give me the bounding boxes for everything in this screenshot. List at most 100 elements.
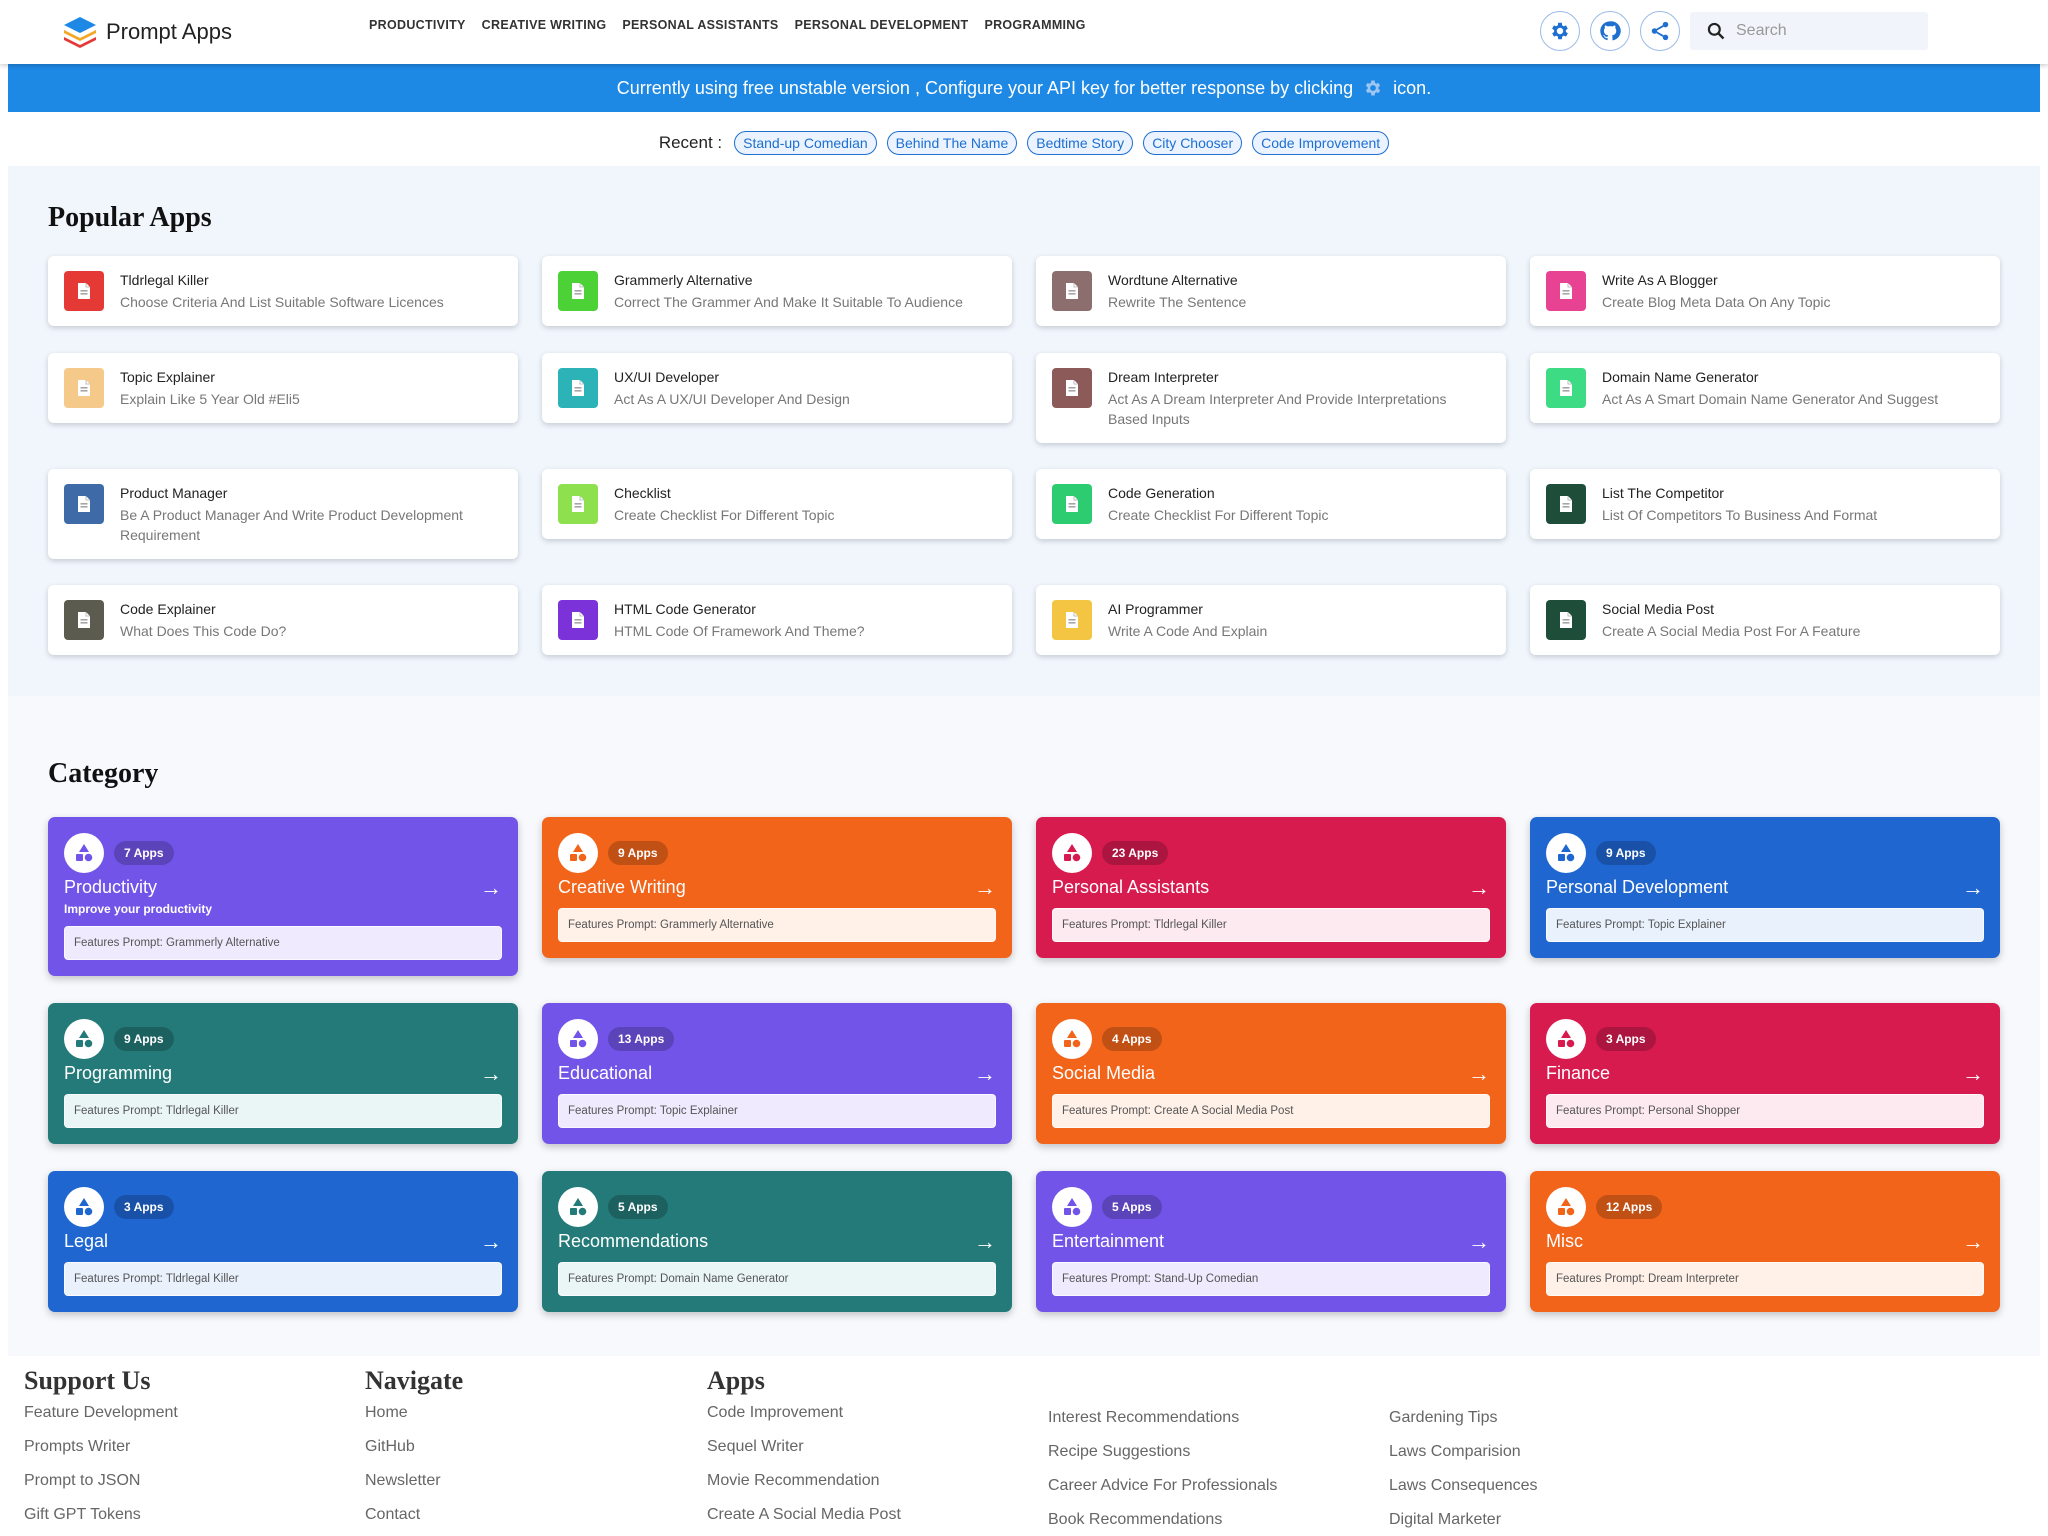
footer-link[interactable]: Feature Development bbox=[24, 1404, 178, 1421]
category-card[interactable]: 23 Apps Personal Assistants → Features Prom… bbox=[1036, 817, 1506, 958]
app-card[interactable]: Wordtune Alternative Rewrite The Sentence bbox=[1036, 256, 1506, 326]
search-input[interactable] bbox=[1736, 22, 1916, 40]
footer-link[interactable]: Code Improvement bbox=[707, 1404, 844, 1421]
footer-link[interactable]: Movie Recommendation bbox=[707, 1472, 880, 1489]
nav-personal-assistants[interactable]: Personal Assistants bbox=[622, 18, 779, 32]
arrow-right-icon[interactable]: → bbox=[1468, 874, 1490, 900]
document-icon bbox=[1052, 368, 1092, 408]
footer-link[interactable]: Interest Recommendations bbox=[1048, 1409, 1240, 1426]
category-name: Finance bbox=[1546, 1063, 1611, 1083]
github-button[interactable] bbox=[1590, 11, 1630, 51]
category-card[interactable]: 5 Apps Recommendations → Features Prompt: D… bbox=[542, 1171, 1012, 1312]
arrow-right-icon[interactable]: → bbox=[974, 874, 996, 900]
arrow-right-icon[interactable]: → bbox=[1468, 1060, 1490, 1086]
category-card[interactable]: 12 Apps Misc → Features Prompt: Dream Inter… bbox=[1530, 1171, 2000, 1312]
footer-link-newsletter[interactable]: Newsletter bbox=[365, 1472, 441, 1489]
category-card[interactable]: 7 Apps Productivity → Improve your producti… bbox=[48, 817, 518, 976]
featured-prompt[interactable]: Features Prompt: Tldrlegal Killer bbox=[64, 1094, 502, 1128]
arrow-right-icon[interactable]: → bbox=[974, 1228, 996, 1254]
arrow-right-icon[interactable]: → bbox=[480, 874, 502, 900]
document-icon bbox=[1052, 271, 1092, 311]
category-card[interactable]: 9 Apps Personal Development → Features Prom… bbox=[1530, 817, 2000, 958]
banner-gear-icon[interactable] bbox=[1363, 78, 1383, 98]
footer-link[interactable]: Prompt to JSON bbox=[24, 1472, 141, 1489]
featured-prompt[interactable]: Features Prompt: Grammerly Alternative bbox=[558, 908, 996, 942]
app-card[interactable]: Grammerly Alternative Correct The Grammer… bbox=[542, 256, 1012, 326]
share-button[interactable] bbox=[1640, 11, 1680, 51]
app-card-title: Dream Interpreter bbox=[1108, 369, 1219, 385]
app-card[interactable]: Domain Name Generator Act As A Smart Doma… bbox=[1530, 353, 2000, 423]
footer-link-home[interactable]: Home bbox=[365, 1404, 408, 1421]
recent-chip[interactable]: Code Improvement bbox=[1252, 131, 1390, 155]
featured-prompt[interactable]: Features Prompt: Grammerly Alternative bbox=[64, 926, 502, 960]
footer-link[interactable]: Gift GPT Tokens bbox=[24, 1506, 141, 1523]
category-card[interactable]: 13 Apps Educational → Features Prompt: Topi… bbox=[542, 1003, 1012, 1144]
app-card[interactable]: Write As A Blogger Create Blog Meta Data … bbox=[1530, 256, 2000, 326]
footer-link-github[interactable]: GitHub bbox=[365, 1438, 415, 1455]
app-card-text: HTML Code Generator HTML Code Of Framewor… bbox=[614, 599, 865, 641]
arrow-right-icon[interactable]: → bbox=[480, 1060, 502, 1086]
category-card[interactable]: 9 Apps Creative Writing → Features Prompt: … bbox=[542, 817, 1012, 958]
footer-link[interactable]: Recipe Suggestions bbox=[1048, 1443, 1191, 1460]
footer-link[interactable]: Sequel Writer bbox=[707, 1438, 804, 1455]
featured-prompt[interactable]: Features Prompt: Tldrlegal Killer bbox=[1052, 908, 1490, 942]
footer-link[interactable]: Gardening Tips bbox=[1389, 1409, 1498, 1426]
footer-link-contact[interactable]: Contact bbox=[365, 1506, 421, 1523]
nav-creative-writing[interactable]: Creative Writing bbox=[481, 18, 607, 32]
arrow-right-icon[interactable]: → bbox=[1468, 1228, 1490, 1254]
featured-prompt[interactable]: Features Prompt: Domain Name Generator bbox=[558, 1262, 996, 1296]
app-card[interactable]: HTML Code Generator HTML Code Of Framewor… bbox=[542, 585, 1012, 655]
app-card[interactable]: Code Explainer What Does This Code Do? bbox=[48, 585, 518, 655]
recent-chip[interactable]: Behind The Name bbox=[886, 131, 1018, 155]
footer-link[interactable]: Career Advice For Professionals bbox=[1048, 1477, 1278, 1494]
brand-logo[interactable]: Prompt Apps bbox=[62, 10, 232, 54]
featured-prompt[interactable]: Features Prompt: Topic Explainer bbox=[558, 1094, 996, 1128]
app-card-title: HTML Code Generator bbox=[614, 601, 756, 617]
arrow-right-icon[interactable]: → bbox=[1962, 1060, 1984, 1086]
footer-link[interactable]: Laws Consequences bbox=[1389, 1477, 1538, 1494]
category-card[interactable]: 5 Apps Entertainment → Features Prompt: Sta… bbox=[1036, 1171, 1506, 1312]
shapes-icon bbox=[558, 1187, 598, 1227]
recent-bar: Recent : Stand-up Comedian Behind The Na… bbox=[0, 128, 2048, 158]
app-card[interactable]: Dream Interpreter Act As A Dream Interpre… bbox=[1036, 353, 1506, 443]
featured-prompt[interactable]: Features Prompt: Dream Interpreter bbox=[1546, 1262, 1984, 1296]
category-card[interactable]: 4 Apps Social Media → Features Prompt: Crea… bbox=[1036, 1003, 1506, 1144]
app-card[interactable]: Topic Explainer Explain Like 5 Year Old #… bbox=[48, 353, 518, 423]
category-card[interactable]: 9 Apps Programming → Features Prompt: Tldrl… bbox=[48, 1003, 518, 1144]
arrow-right-icon[interactable]: → bbox=[1962, 874, 1984, 900]
nav-personal-development[interactable]: Personal Development bbox=[794, 18, 969, 32]
arrow-right-icon[interactable]: → bbox=[974, 1060, 996, 1086]
app-count-badge: 9 Apps bbox=[1596, 841, 1656, 865]
app-card[interactable]: Social Media Post Create A Social Media P… bbox=[1530, 585, 2000, 655]
app-card[interactable]: AI Programmer Write A Code And Explain bbox=[1036, 585, 1506, 655]
app-card[interactable]: Product Manager Be A Product Manager And … bbox=[48, 469, 518, 559]
recent-chip[interactable]: City Chooser bbox=[1143, 131, 1243, 155]
footer-link[interactable]: Laws Comparision bbox=[1389, 1443, 1521, 1460]
app-card[interactable]: Code Generation Create Checklist For Diff… bbox=[1036, 469, 1506, 539]
footer-link[interactable]: Prompts Writer bbox=[24, 1438, 131, 1455]
app-card[interactable]: List The Competitor List Of Competitors T… bbox=[1530, 469, 2000, 539]
footer-link[interactable]: Book Recommendations bbox=[1048, 1511, 1223, 1528]
recent-chip[interactable]: Stand-up Comedian bbox=[734, 131, 877, 155]
footer-link[interactable]: Digital Marketer bbox=[1389, 1511, 1502, 1528]
nav-programming[interactable]: Programming bbox=[984, 18, 1086, 32]
footer-link[interactable]: Create A Social Media Post bbox=[707, 1506, 901, 1523]
app-card[interactable]: Checklist Create Checklist For Different … bbox=[542, 469, 1012, 539]
recent-chip[interactable]: Bedtime Story bbox=[1027, 131, 1134, 155]
app-card[interactable]: Tldrlegal Killer Choose Criteria And List… bbox=[48, 256, 518, 326]
settings-button[interactable] bbox=[1540, 11, 1580, 51]
nav-productivity[interactable]: Productivity bbox=[369, 18, 466, 32]
arrow-right-icon[interactable]: → bbox=[1962, 1228, 1984, 1254]
app-card-text: Write As A Blogger Create Blog Meta Data … bbox=[1602, 270, 1831, 312]
featured-prompt[interactable]: Features Prompt: Stand-Up Comedian bbox=[1052, 1262, 1490, 1296]
category-card[interactable]: 3 Apps Legal → Features Prompt: Tldrlegal K… bbox=[48, 1171, 518, 1312]
app-card-description: Write A Code And Explain bbox=[1108, 623, 1268, 639]
app-card-text: Checklist Create Checklist For Different … bbox=[614, 483, 834, 525]
featured-prompt[interactable]: Features Prompt: Create A Social Media P… bbox=[1052, 1094, 1490, 1128]
featured-prompt[interactable]: Features Prompt: Tldrlegal Killer bbox=[64, 1262, 502, 1296]
app-card[interactable]: UX/UI Developer Act As A UX/UI Developer … bbox=[542, 353, 1012, 423]
featured-prompt[interactable]: Features Prompt: Topic Explainer bbox=[1546, 908, 1984, 942]
featured-prompt[interactable]: Features Prompt: Personal Shopper bbox=[1546, 1094, 1984, 1128]
arrow-right-icon[interactable]: → bbox=[480, 1228, 502, 1254]
category-card[interactable]: 3 Apps Finance → Features Prompt: Personal … bbox=[1530, 1003, 2000, 1144]
